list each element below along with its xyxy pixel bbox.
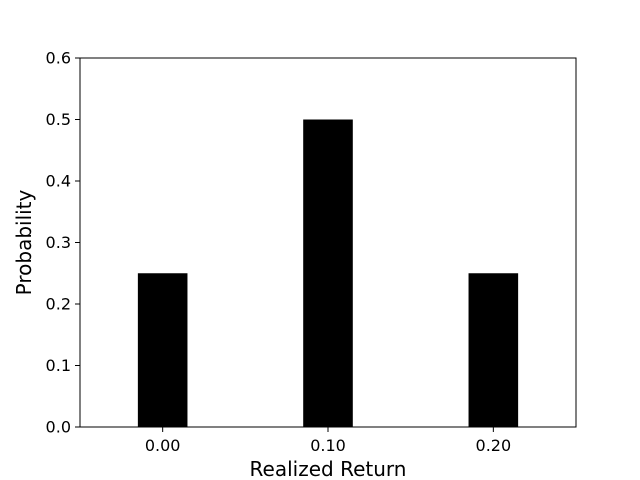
bars-group (137, 119, 519, 427)
x-axis-ticks: 0.00 0.10 0.20 (145, 427, 511, 455)
bar-0.00 (137, 273, 188, 427)
y-tick-label: 0.6 (46, 49, 71, 68)
y-tick-label: 0.4 (46, 172, 71, 191)
y-tick-label: 0.5 (46, 110, 71, 129)
y-tick-label: 0.1 (46, 356, 71, 375)
bar-0.20 (468, 273, 519, 427)
bar-0.10 (303, 119, 353, 427)
y-tick-label: 0.0 (46, 418, 71, 437)
y-tick-label: 0.2 (46, 295, 71, 314)
x-tick-label: 0.10 (310, 436, 346, 455)
y-axis-title: Probability (12, 189, 36, 295)
plot-frame (79, 57, 577, 428)
x-axis-title: Realized Return (250, 457, 407, 480)
x-tick-label: 0.20 (476, 436, 512, 455)
y-axis-ticks: 0.0 0.1 0.2 0.3 0.4 0.5 0.6 (46, 49, 80, 437)
y-tick-label: 0.3 (46, 233, 71, 252)
x-tick-label: 0.00 (145, 436, 181, 455)
